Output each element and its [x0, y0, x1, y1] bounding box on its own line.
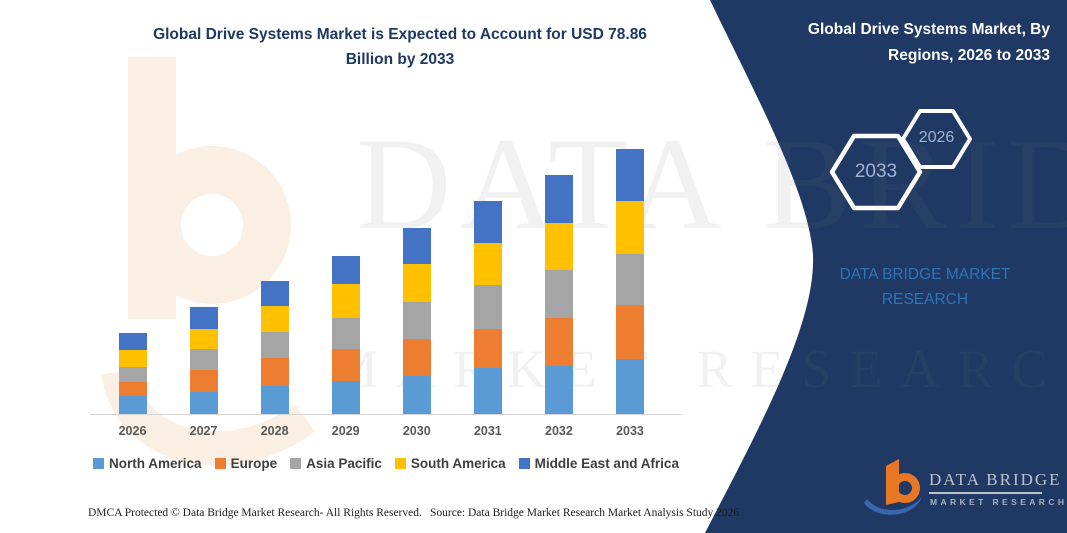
- bar-segment-2031-south-america: [473, 242, 502, 285]
- panel-title: Global Drive Systems Market, By Regions,…: [738, 17, 1050, 69]
- brand-text: DATA BRIDGE MARKET RESEARCH: [795, 262, 1055, 312]
- bar-segment-2032-asia-pacific: [544, 269, 573, 318]
- panel-title-line2: Regions, 2026 to 2033: [888, 47, 1050, 64]
- bar-2028: [260, 280, 289, 414]
- bar-segment-2031-asia-pacific: [473, 284, 502, 329]
- x-axis-label-2027: 2027: [189, 424, 218, 438]
- logo-subtitle: MARKET RESEARCH: [930, 497, 1067, 507]
- bar-segment-2026-middle-east-and-africa: [118, 333, 147, 351]
- bar-segment-2028-europe: [260, 358, 289, 387]
- bar-segment-2027-middle-east-and-africa: [189, 307, 218, 329]
- bar-segment-2026-europe: [118, 381, 147, 397]
- x-axis-label-2026: 2026: [118, 424, 147, 438]
- bar-segment-2030-north-america: [402, 375, 431, 414]
- legend-item-south-america: South America: [394, 455, 506, 471]
- hexagon-2033-label: 2033: [854, 161, 898, 182]
- bar-segment-2028-north-america: [260, 386, 289, 414]
- legend-swatch-icon: [214, 457, 226, 469]
- bar-segment-2029-europe: [331, 349, 360, 382]
- data-bridge-b-swoosh-icon: [864, 459, 922, 515]
- bar-segment-2029-asia-pacific: [331, 318, 360, 350]
- bar-segment-2032-europe: [544, 317, 573, 366]
- chart-legend: North America Europe Asia Pacific South Ame…: [88, 453, 684, 473]
- legend-item-europe: Europe: [214, 455, 278, 471]
- footer-source: Source: Data Bridge Market Research Mark…: [430, 507, 740, 519]
- bar-segment-2029-north-america: [331, 381, 360, 414]
- bar-segment-2031-middle-east-and-africa: [473, 200, 502, 243]
- bar-segment-2033-asia-pacific: [615, 254, 644, 306]
- bar-2030: [402, 228, 431, 414]
- legend-label: Asia Pacific: [306, 455, 382, 471]
- legend-swatch-icon: [93, 457, 105, 469]
- bar-segment-2033-europe: [615, 305, 644, 359]
- bar-segment-2033-south-america: [615, 200, 644, 255]
- bar-segment-2027-asia-pacific: [189, 349, 218, 371]
- footer-dmca: DMCA Protected © Data Bridge Market Rese…: [88, 507, 422, 519]
- bar-segment-2028-middle-east-and-africa: [260, 280, 289, 307]
- panel-title-line1: Global Drive Systems Market, By: [807, 21, 1050, 38]
- logo-name: DATA BRIDGE: [929, 470, 1062, 489]
- brand-text-line1: DATA BRIDGE MARKET: [839, 266, 1011, 283]
- legend-label: North America: [109, 455, 202, 471]
- x-axis-label-2030: 2030: [402, 424, 431, 438]
- bar-segment-2032-middle-east-and-africa: [544, 174, 573, 223]
- x-axis-label-2028: 2028: [260, 424, 289, 438]
- x-axis-line: [90, 414, 682, 415]
- bar-2031: [473, 200, 502, 414]
- bar-segment-2030-middle-east-and-africa: [402, 228, 431, 265]
- bar-segment-2028-south-america: [260, 306, 289, 333]
- bar-2026: [118, 333, 147, 414]
- bar-segment-2031-europe: [473, 328, 502, 368]
- watermark-text-line2: MARKET RESEARCH: [330, 339, 1067, 399]
- bar-segment-2030-south-america: [402, 264, 431, 303]
- bar-segment-2026-asia-pacific: [118, 366, 147, 382]
- legend-swatch-icon: [394, 457, 406, 469]
- legend-label: South America: [410, 455, 506, 471]
- legend-item-asia-pacific: Asia Pacific: [290, 456, 382, 471]
- bar-segment-2030-asia-pacific: [402, 302, 431, 340]
- bar-segment-2027-europe: [189, 370, 218, 393]
- chart-title-line2: Billion by 2033: [345, 51, 455, 68]
- legend-item-middle-east-and-africa: Middle East and Africa: [518, 455, 679, 471]
- legend-swatch-icon: [518, 457, 530, 469]
- bar-2033: [615, 149, 644, 414]
- brand-text-line2: RESEARCH: [881, 291, 969, 308]
- bar-segment-2029-south-america: [331, 284, 360, 319]
- x-axis-label-2031: 2031: [473, 424, 502, 438]
- chart-title: Global Drive Systems Market is Expected …: [95, 22, 705, 72]
- bar-segment-2033-north-america: [615, 358, 644, 414]
- bar-2029: [331, 256, 360, 414]
- hexagon-2026-icon: [901, 109, 972, 169]
- bar-2032: [544, 174, 573, 414]
- bar-segment-2026-south-america: [118, 350, 147, 367]
- bar-segment-2033-middle-east-and-africa: [615, 149, 644, 201]
- bar-segment-2030-europe: [402, 339, 431, 376]
- legend-swatch-icon: [290, 457, 302, 469]
- logo-underline: [929, 492, 1042, 494]
- bar-segment-2031-north-america: [473, 367, 502, 414]
- bar-segment-2028-asia-pacific: [260, 332, 289, 359]
- bar-2027: [189, 307, 218, 414]
- hexagon-2033-icon: [829, 133, 923, 211]
- chart-title-line1: Global Drive Systems Market is Expected …: [153, 26, 647, 43]
- x-axis-label-2029: 2029: [331, 424, 360, 438]
- x-axis-label-2032: 2032: [545, 424, 573, 438]
- bar-segment-2032-south-america: [544, 222, 573, 270]
- legend-item-north-america: North America: [93, 456, 202, 471]
- legend-label: Middle East and Africa: [534, 455, 679, 471]
- x-axis-label-2033: 2033: [616, 424, 644, 438]
- bar-segment-2027-north-america: [189, 392, 218, 414]
- bar-segment-2032-north-america: [544, 365, 573, 414]
- bar-segment-2027-south-america: [189, 328, 218, 350]
- bar-segment-2029-middle-east-and-africa: [331, 256, 360, 285]
- legend-label: Europe: [230, 455, 278, 471]
- hexagon-2026-label: 2026: [918, 129, 955, 146]
- bar-segment-2026-north-america: [118, 396, 147, 414]
